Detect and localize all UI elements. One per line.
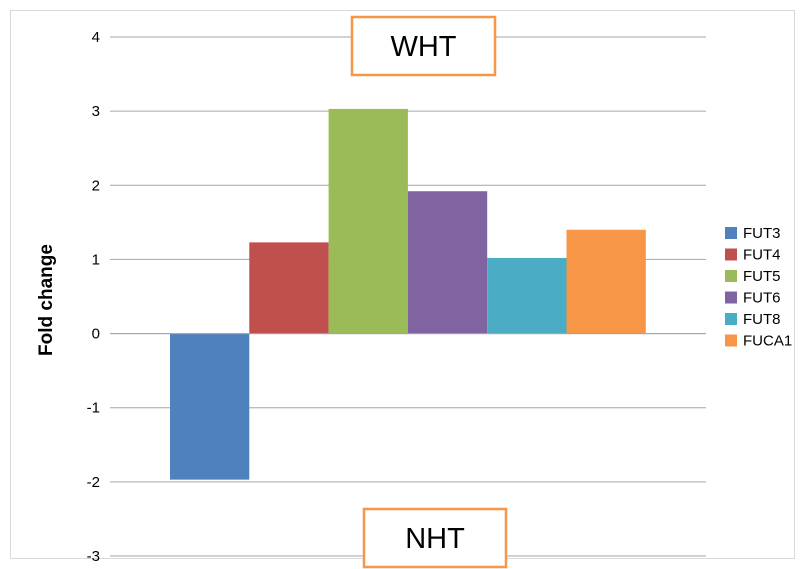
legend-swatch [725, 248, 737, 261]
bar-fut3 [170, 333, 250, 480]
bar-fuca1 [566, 229, 646, 334]
legend-swatch [725, 334, 737, 347]
legend: FUT3 FUT4 FUT5 FUT6 FUT8 FUCA1 [725, 225, 792, 350]
legend-label: FUT5 [743, 268, 781, 285]
y-tick-label: 1 [92, 251, 100, 268]
legend-item-fut3: FUT3 [725, 225, 781, 242]
y-tick-label: -1 [87, 400, 100, 417]
legend-item-fut5: FUT5 [725, 268, 781, 285]
annotations: WHT NHT [350, 15, 508, 569]
bar-fut8 [487, 257, 567, 334]
annotation-box [350, 15, 497, 77]
legend-swatch [725, 313, 737, 325]
y-tick-label: -3 [87, 548, 100, 565]
legend-label: FUT6 [743, 290, 781, 307]
y-tick-label: 3 [92, 103, 100, 120]
legend-label: FUT4 [743, 247, 781, 264]
legend-item-fut4: FUT4 [725, 247, 781, 264]
legend-item-fut8: FUT8 [725, 311, 781, 328]
bar-fut4 [249, 242, 329, 334]
legend-swatch [725, 291, 737, 304]
legend-label: FUCA1 [743, 333, 792, 350]
legend-label: FUT3 [743, 225, 781, 242]
legend-label: FUT8 [743, 311, 781, 328]
y-axis-ticks: -3 -2 -1 0 1 2 3 4 [87, 29, 100, 565]
annotation-wht: WHT [350, 15, 497, 77]
y-tick-label: 0 [92, 326, 100, 343]
annotation-label: NHT [405, 523, 465, 555]
annotation-box [362, 507, 508, 569]
annotation-nht: NHT [362, 507, 508, 569]
y-tick-label: 4 [92, 29, 100, 46]
bars [170, 108, 646, 480]
y-axis-label: Fold change [36, 244, 57, 356]
legend-swatch [725, 270, 737, 282]
legend-item-fut6: FUT6 [725, 290, 781, 307]
y-tick-label: -2 [87, 474, 100, 491]
y-tick-label: 2 [92, 177, 100, 194]
annotation-label: WHT [390, 31, 456, 63]
legend-swatch [725, 227, 737, 239]
bar-fut6 [407, 191, 488, 334]
legend-item-fuca1: FUCA1 [725, 333, 792, 350]
bar-fut5 [328, 108, 408, 334]
